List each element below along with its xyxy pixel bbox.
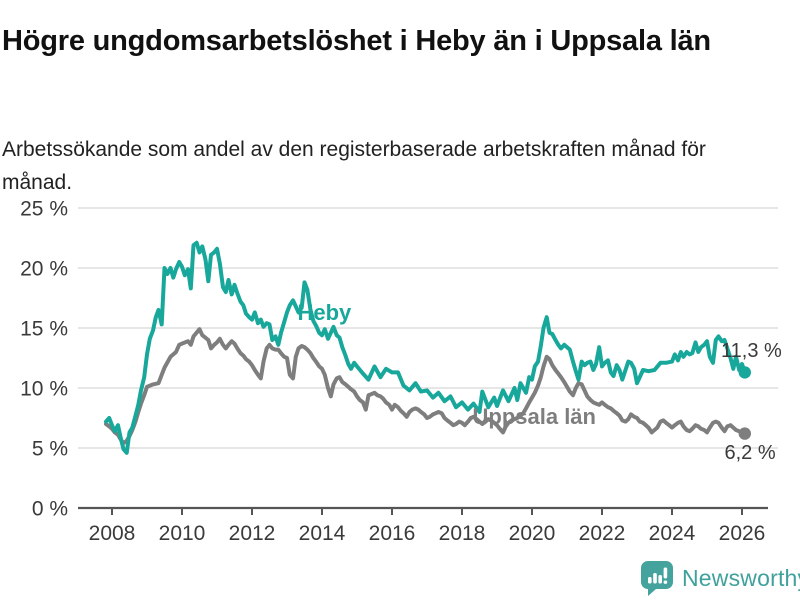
y-tick-label-10: 10 %: [20, 378, 68, 401]
page-subtitle: Arbetssökande som andel av den registerb…: [2, 138, 706, 194]
line-chart-canvas: 0 % 5 % 10 % 15 % 20 % 25 % 2008 2010 2012 2014 20…: [20, 198, 782, 546]
series-label-uppsala: Uppsala län: [473, 404, 596, 429]
page-title: Högre ungdomsarbetslöshet i Heby än i Up…: [2, 25, 711, 58]
x-tick-label-2014: 2014: [299, 522, 346, 545]
x-tick-label-2026: 2026: [719, 522, 766, 545]
series-end-dot-heby: [738, 366, 751, 379]
x-tick-label-2018: 2018: [439, 522, 486, 545]
line-chart: 0 % 5 % 10 % 15 % 20 % 25 % 2008 2010 2012 2014 20…: [0, 185, 800, 557]
x-tick-label-2010: 2010: [159, 522, 206, 545]
series-line-heby: [104, 240, 747, 455]
newsworthy-logo-icon: [641, 561, 673, 596]
series-end-dot-uppsala: [738, 427, 751, 440]
x-tick-label-2016: 2016: [369, 522, 416, 545]
y-tick-label-0: 0 %: [32, 498, 68, 521]
y-tick-label-5: 5 %: [32, 438, 68, 461]
y-tick-label-15: 15 %: [20, 318, 68, 341]
x-tick-label-2008: 2008: [89, 522, 136, 545]
series-label-heby: Heby: [298, 300, 353, 325]
y-tick-label-25: 25 %: [20, 198, 68, 221]
end-value-uppsala: 6,2 %: [725, 442, 776, 464]
series-line-uppsala: [104, 327, 747, 446]
y-tick-label-20: 20 %: [20, 258, 68, 281]
brand-name: Newsworthy: [682, 564, 800, 591]
x-tick-label-2024: 2024: [649, 522, 696, 545]
end-value-heby: 11,3 %: [721, 340, 782, 362]
x-tick-label-2022: 2022: [579, 522, 626, 545]
brand-footer: Newsworthy: [640, 560, 800, 596]
x-tick-label-2020: 2020: [509, 522, 556, 545]
x-tick-label-2012: 2012: [229, 522, 276, 545]
